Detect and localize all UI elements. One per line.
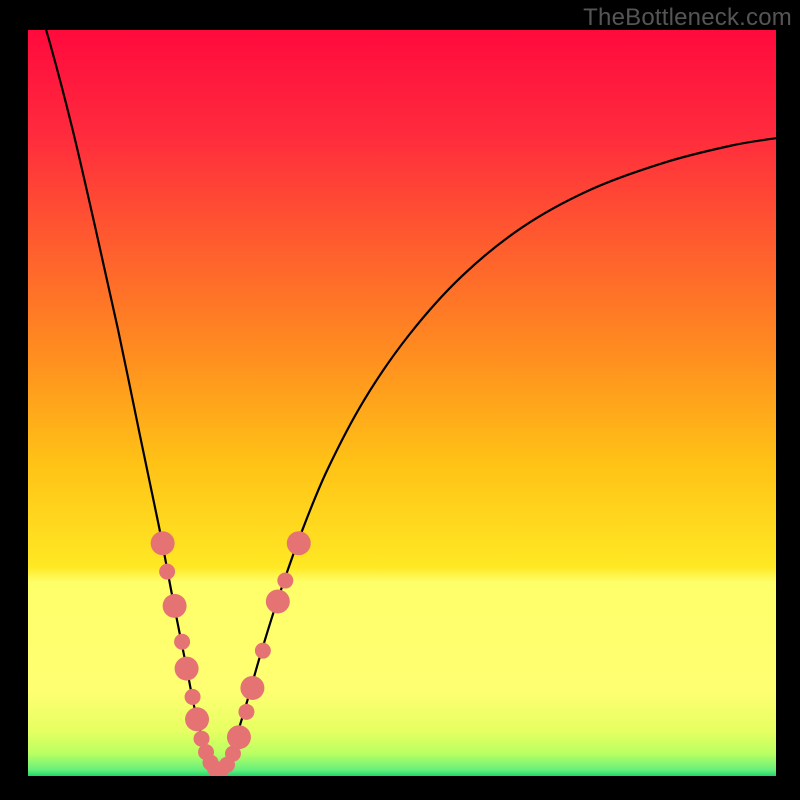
data-marker (185, 689, 201, 705)
data-marker (287, 531, 311, 555)
data-marker (163, 594, 187, 618)
watermark-text: TheBottleneck.com (583, 4, 792, 32)
data-marker (174, 634, 190, 650)
bottleneck-curve (28, 0, 776, 770)
chart-overlay (0, 0, 800, 800)
data-marker (240, 676, 264, 700)
data-marker (151, 531, 175, 555)
data-marker (185, 707, 209, 731)
data-marker (255, 643, 271, 659)
chart-container: TheBottleneck.com (0, 0, 800, 800)
data-marker (159, 564, 175, 580)
data-marker (238, 704, 254, 720)
data-marker (266, 589, 290, 613)
data-marker (277, 573, 293, 589)
data-marker (227, 725, 251, 749)
data-marker (175, 657, 199, 681)
